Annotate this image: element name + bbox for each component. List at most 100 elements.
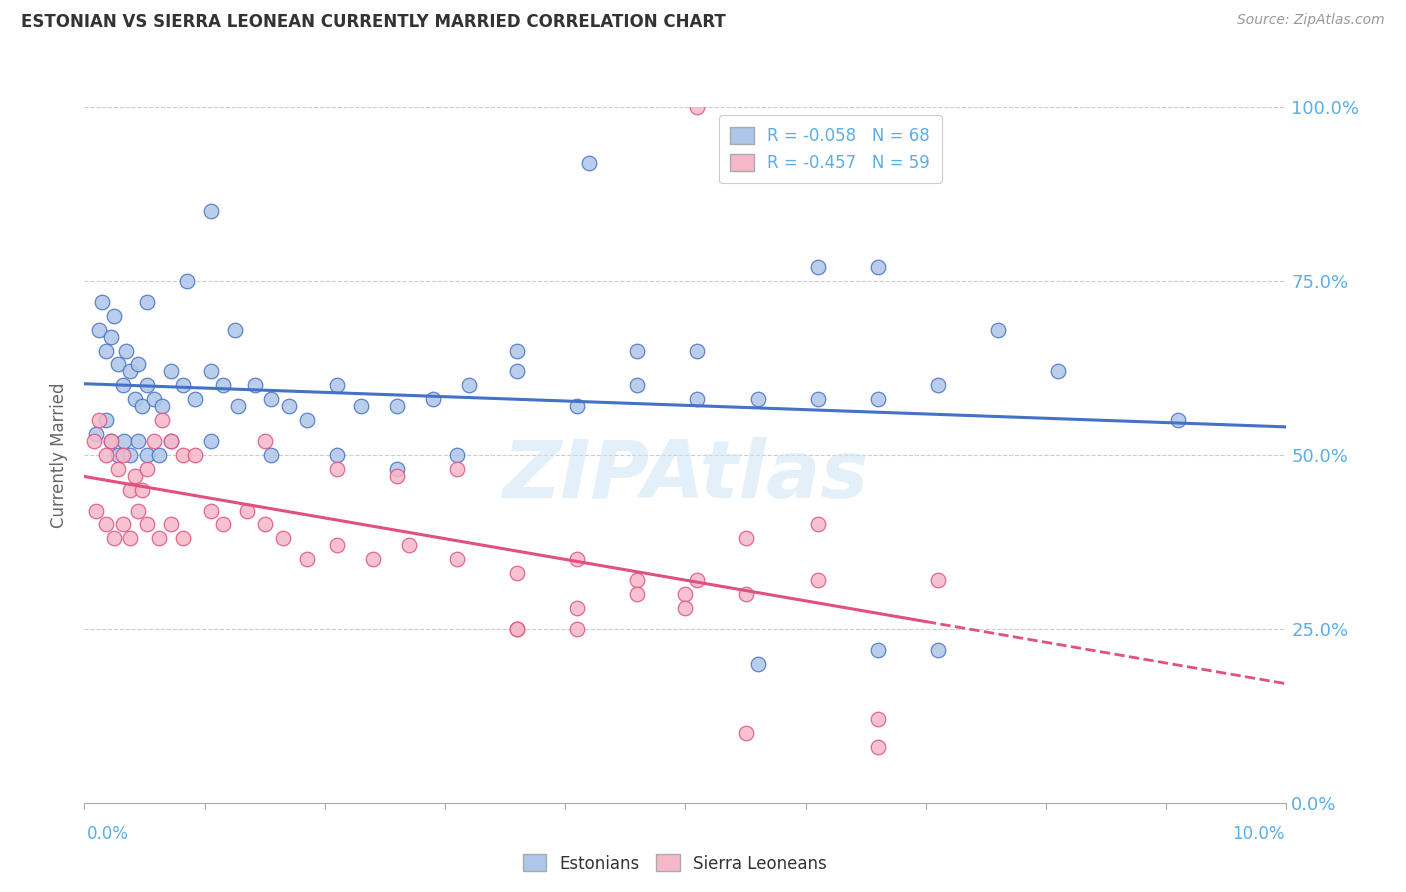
Point bbox=[135, 462, 157, 476]
Point bbox=[277, 399, 299, 413]
Point bbox=[118, 364, 141, 378]
Point bbox=[686, 573, 709, 587]
Point bbox=[131, 399, 153, 413]
Point bbox=[506, 566, 529, 581]
Point bbox=[118, 532, 141, 546]
Point bbox=[446, 462, 468, 476]
Text: 0.0%: 0.0% bbox=[87, 825, 129, 843]
Point bbox=[295, 552, 318, 566]
Y-axis label: Currently Married: Currently Married bbox=[51, 382, 69, 528]
Point bbox=[127, 434, 149, 448]
Text: 10.0%: 10.0% bbox=[1233, 825, 1285, 843]
Point bbox=[567, 622, 589, 636]
Point bbox=[118, 483, 141, 497]
Point bbox=[103, 309, 125, 323]
Point bbox=[91, 294, 114, 309]
Point bbox=[111, 378, 134, 392]
Point bbox=[734, 532, 756, 546]
Point bbox=[458, 378, 481, 392]
Point bbox=[675, 601, 697, 615]
Point bbox=[866, 740, 889, 755]
Point bbox=[86, 503, 108, 517]
Legend: R = -0.058   N = 68, R = -0.457   N = 59: R = -0.058 N = 68, R = -0.457 N = 59 bbox=[718, 115, 942, 184]
Point bbox=[866, 260, 889, 274]
Point bbox=[807, 392, 830, 407]
Point bbox=[172, 448, 194, 462]
Point bbox=[422, 392, 444, 407]
Point bbox=[927, 378, 949, 392]
Point bbox=[243, 378, 266, 392]
Point bbox=[200, 204, 222, 219]
Point bbox=[107, 448, 129, 462]
Point bbox=[1047, 364, 1070, 378]
Point bbox=[866, 392, 889, 407]
Point bbox=[235, 503, 257, 517]
Point bbox=[143, 392, 166, 407]
Point bbox=[326, 462, 349, 476]
Text: ESTONIAN VS SIERRA LEONEAN CURRENTLY MARRIED CORRELATION CHART: ESTONIAN VS SIERRA LEONEAN CURRENTLY MAR… bbox=[21, 13, 725, 31]
Point bbox=[160, 434, 183, 448]
Point bbox=[211, 378, 233, 392]
Point bbox=[1167, 413, 1189, 427]
Point bbox=[100, 434, 122, 448]
Point bbox=[567, 601, 589, 615]
Point bbox=[135, 517, 157, 532]
Point bbox=[686, 343, 709, 358]
Point bbox=[127, 358, 149, 372]
Point bbox=[506, 622, 529, 636]
Point bbox=[807, 260, 830, 274]
Point bbox=[200, 503, 222, 517]
Point bbox=[224, 323, 246, 337]
Point bbox=[446, 448, 468, 462]
Point bbox=[260, 392, 283, 407]
Point bbox=[807, 517, 830, 532]
Point bbox=[253, 517, 276, 532]
Point bbox=[135, 294, 157, 309]
Point bbox=[506, 343, 529, 358]
Text: ZIPAtlas: ZIPAtlas bbox=[502, 437, 869, 515]
Point bbox=[176, 274, 198, 288]
Point bbox=[135, 378, 157, 392]
Point bbox=[152, 413, 174, 427]
Point bbox=[506, 364, 529, 378]
Point bbox=[734, 587, 756, 601]
Point bbox=[143, 434, 166, 448]
Point bbox=[567, 399, 589, 413]
Point bbox=[172, 378, 194, 392]
Point bbox=[626, 587, 648, 601]
Point bbox=[211, 517, 233, 532]
Point bbox=[83, 434, 105, 448]
Text: Source: ZipAtlas.com: Source: ZipAtlas.com bbox=[1237, 13, 1385, 28]
Point bbox=[200, 434, 222, 448]
Point bbox=[398, 538, 420, 552]
Point bbox=[385, 468, 408, 483]
Point bbox=[160, 434, 183, 448]
Point bbox=[86, 427, 108, 442]
Point bbox=[160, 364, 183, 378]
Point bbox=[626, 378, 648, 392]
Point bbox=[124, 468, 146, 483]
Point bbox=[148, 532, 170, 546]
Point bbox=[184, 448, 207, 462]
Point bbox=[100, 434, 122, 448]
Point bbox=[734, 726, 756, 740]
Point bbox=[326, 378, 349, 392]
Point bbox=[107, 462, 129, 476]
Point bbox=[271, 532, 294, 546]
Point bbox=[160, 517, 183, 532]
Legend: Estonians, Sierra Leoneans: Estonians, Sierra Leoneans bbox=[516, 847, 834, 880]
Point bbox=[172, 532, 194, 546]
Point bbox=[103, 532, 125, 546]
Point bbox=[260, 448, 283, 462]
Point bbox=[927, 642, 949, 657]
Point bbox=[87, 413, 110, 427]
Point bbox=[675, 587, 697, 601]
Point bbox=[361, 552, 384, 566]
Point bbox=[350, 399, 373, 413]
Point bbox=[184, 392, 207, 407]
Point bbox=[927, 573, 949, 587]
Point bbox=[326, 448, 349, 462]
Point bbox=[385, 399, 408, 413]
Point bbox=[385, 462, 408, 476]
Point bbox=[253, 434, 276, 448]
